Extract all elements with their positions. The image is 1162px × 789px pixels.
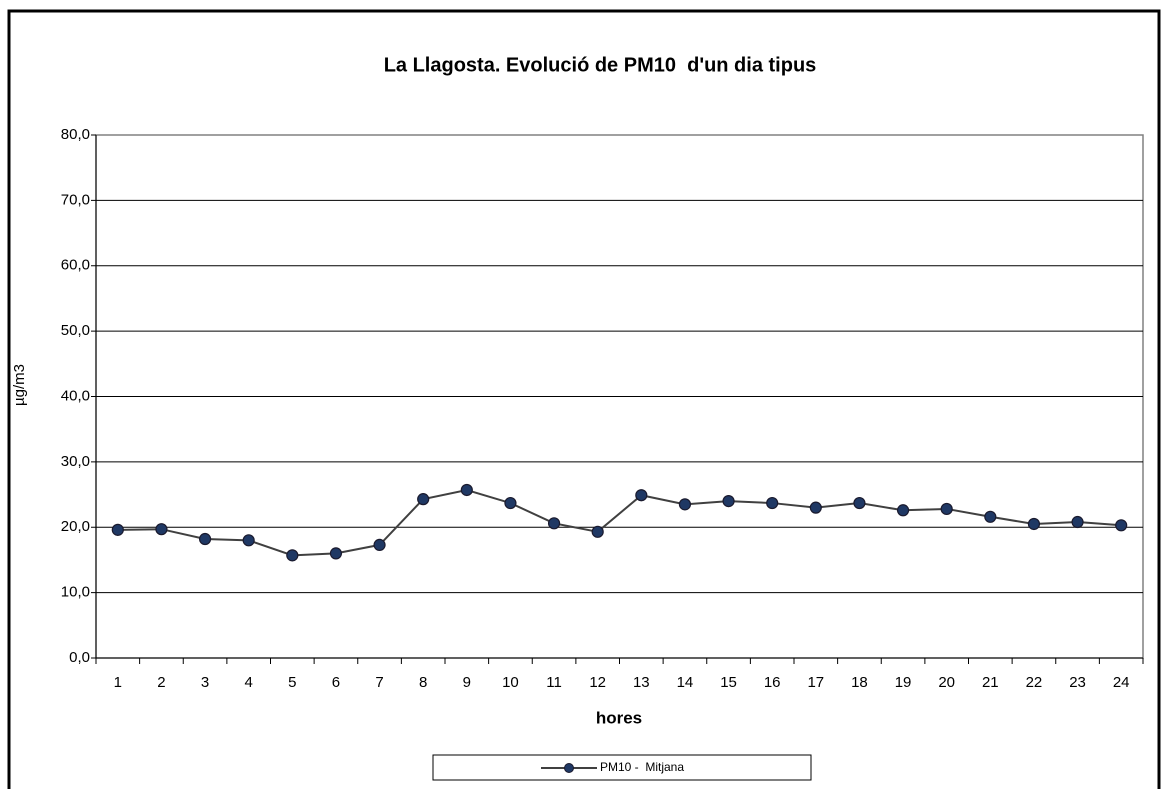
y-tick-label: 50,0 <box>61 322 90 339</box>
x-tick-label: 19 <box>895 674 912 691</box>
data-point <box>1115 519 1128 532</box>
y-tick-label: 60,0 <box>61 257 90 274</box>
x-axis-label: hores <box>596 708 642 727</box>
x-tick-label: 13 <box>633 674 650 691</box>
data-point <box>635 489 648 502</box>
legend-label: PM10 - Mitjana <box>600 760 684 774</box>
data-point <box>766 496 779 510</box>
legend-marker <box>564 763 574 773</box>
x-tick-label: 18 <box>851 674 868 691</box>
data-point <box>242 534 255 547</box>
x-tick-label: 24 <box>1113 674 1130 691</box>
x-tick-label: 16 <box>764 674 781 691</box>
x-tick-label: 14 <box>677 674 694 691</box>
data-point <box>591 525 604 538</box>
x-tick-label: 6 <box>332 674 340 691</box>
x-tick-label: 5 <box>288 674 296 691</box>
data-point <box>809 501 822 514</box>
data-point <box>373 538 386 552</box>
data-point <box>504 496 517 510</box>
y-tick-label: 40,0 <box>61 387 90 404</box>
y-tick-label: 0,0 <box>69 649 90 666</box>
x-tick-label: 20 <box>938 674 955 691</box>
chart-frame <box>7 9 1161 789</box>
data-point <box>198 532 212 546</box>
x-tick-label: 11 <box>546 674 562 691</box>
data-point <box>678 498 692 511</box>
data-point <box>460 483 473 497</box>
data-point <box>1027 517 1041 531</box>
x-tick-label: 23 <box>1069 674 1086 691</box>
data-point <box>417 493 430 506</box>
x-tick-label: 12 <box>589 674 606 691</box>
data-point <box>155 523 168 536</box>
chart-title: La Llagosta. Evolució de PM10 d'un dia t… <box>384 54 817 76</box>
x-tick-label: 2 <box>157 674 165 691</box>
y-tick-label: 30,0 <box>61 453 90 470</box>
data-point <box>940 502 953 516</box>
data-point <box>896 504 910 517</box>
x-tick-label: 1 <box>114 674 122 691</box>
data-point <box>1071 515 1084 529</box>
x-tick-label: 15 <box>720 674 737 691</box>
data-point <box>547 517 561 530</box>
x-tick-label: 22 <box>1026 674 1043 691</box>
data-point <box>853 496 866 510</box>
data-point <box>329 547 343 560</box>
legend-box <box>432 754 812 781</box>
series-line <box>117 488 1122 557</box>
x-tick-label: 3 <box>201 674 209 691</box>
x-tick-label: 8 <box>419 674 427 691</box>
x-tick-label: 9 <box>463 674 471 691</box>
y-tick-label: 80,0 <box>61 126 90 143</box>
data-point <box>286 549 299 562</box>
x-tick-label: 4 <box>245 674 253 691</box>
y-axis-label: µg/m3 <box>11 364 28 406</box>
y-tick-label: 20,0 <box>61 518 90 535</box>
data-point <box>722 495 735 508</box>
x-tick-label: 7 <box>375 674 383 691</box>
x-tick-label: 21 <box>982 674 999 691</box>
x-tick-label: 10 <box>502 674 519 691</box>
data-point <box>111 523 124 536</box>
data-point <box>984 510 997 523</box>
x-tick-label: 17 <box>807 674 824 691</box>
y-tick-label: 10,0 <box>61 584 90 601</box>
y-tick-label: 70,0 <box>61 191 90 208</box>
